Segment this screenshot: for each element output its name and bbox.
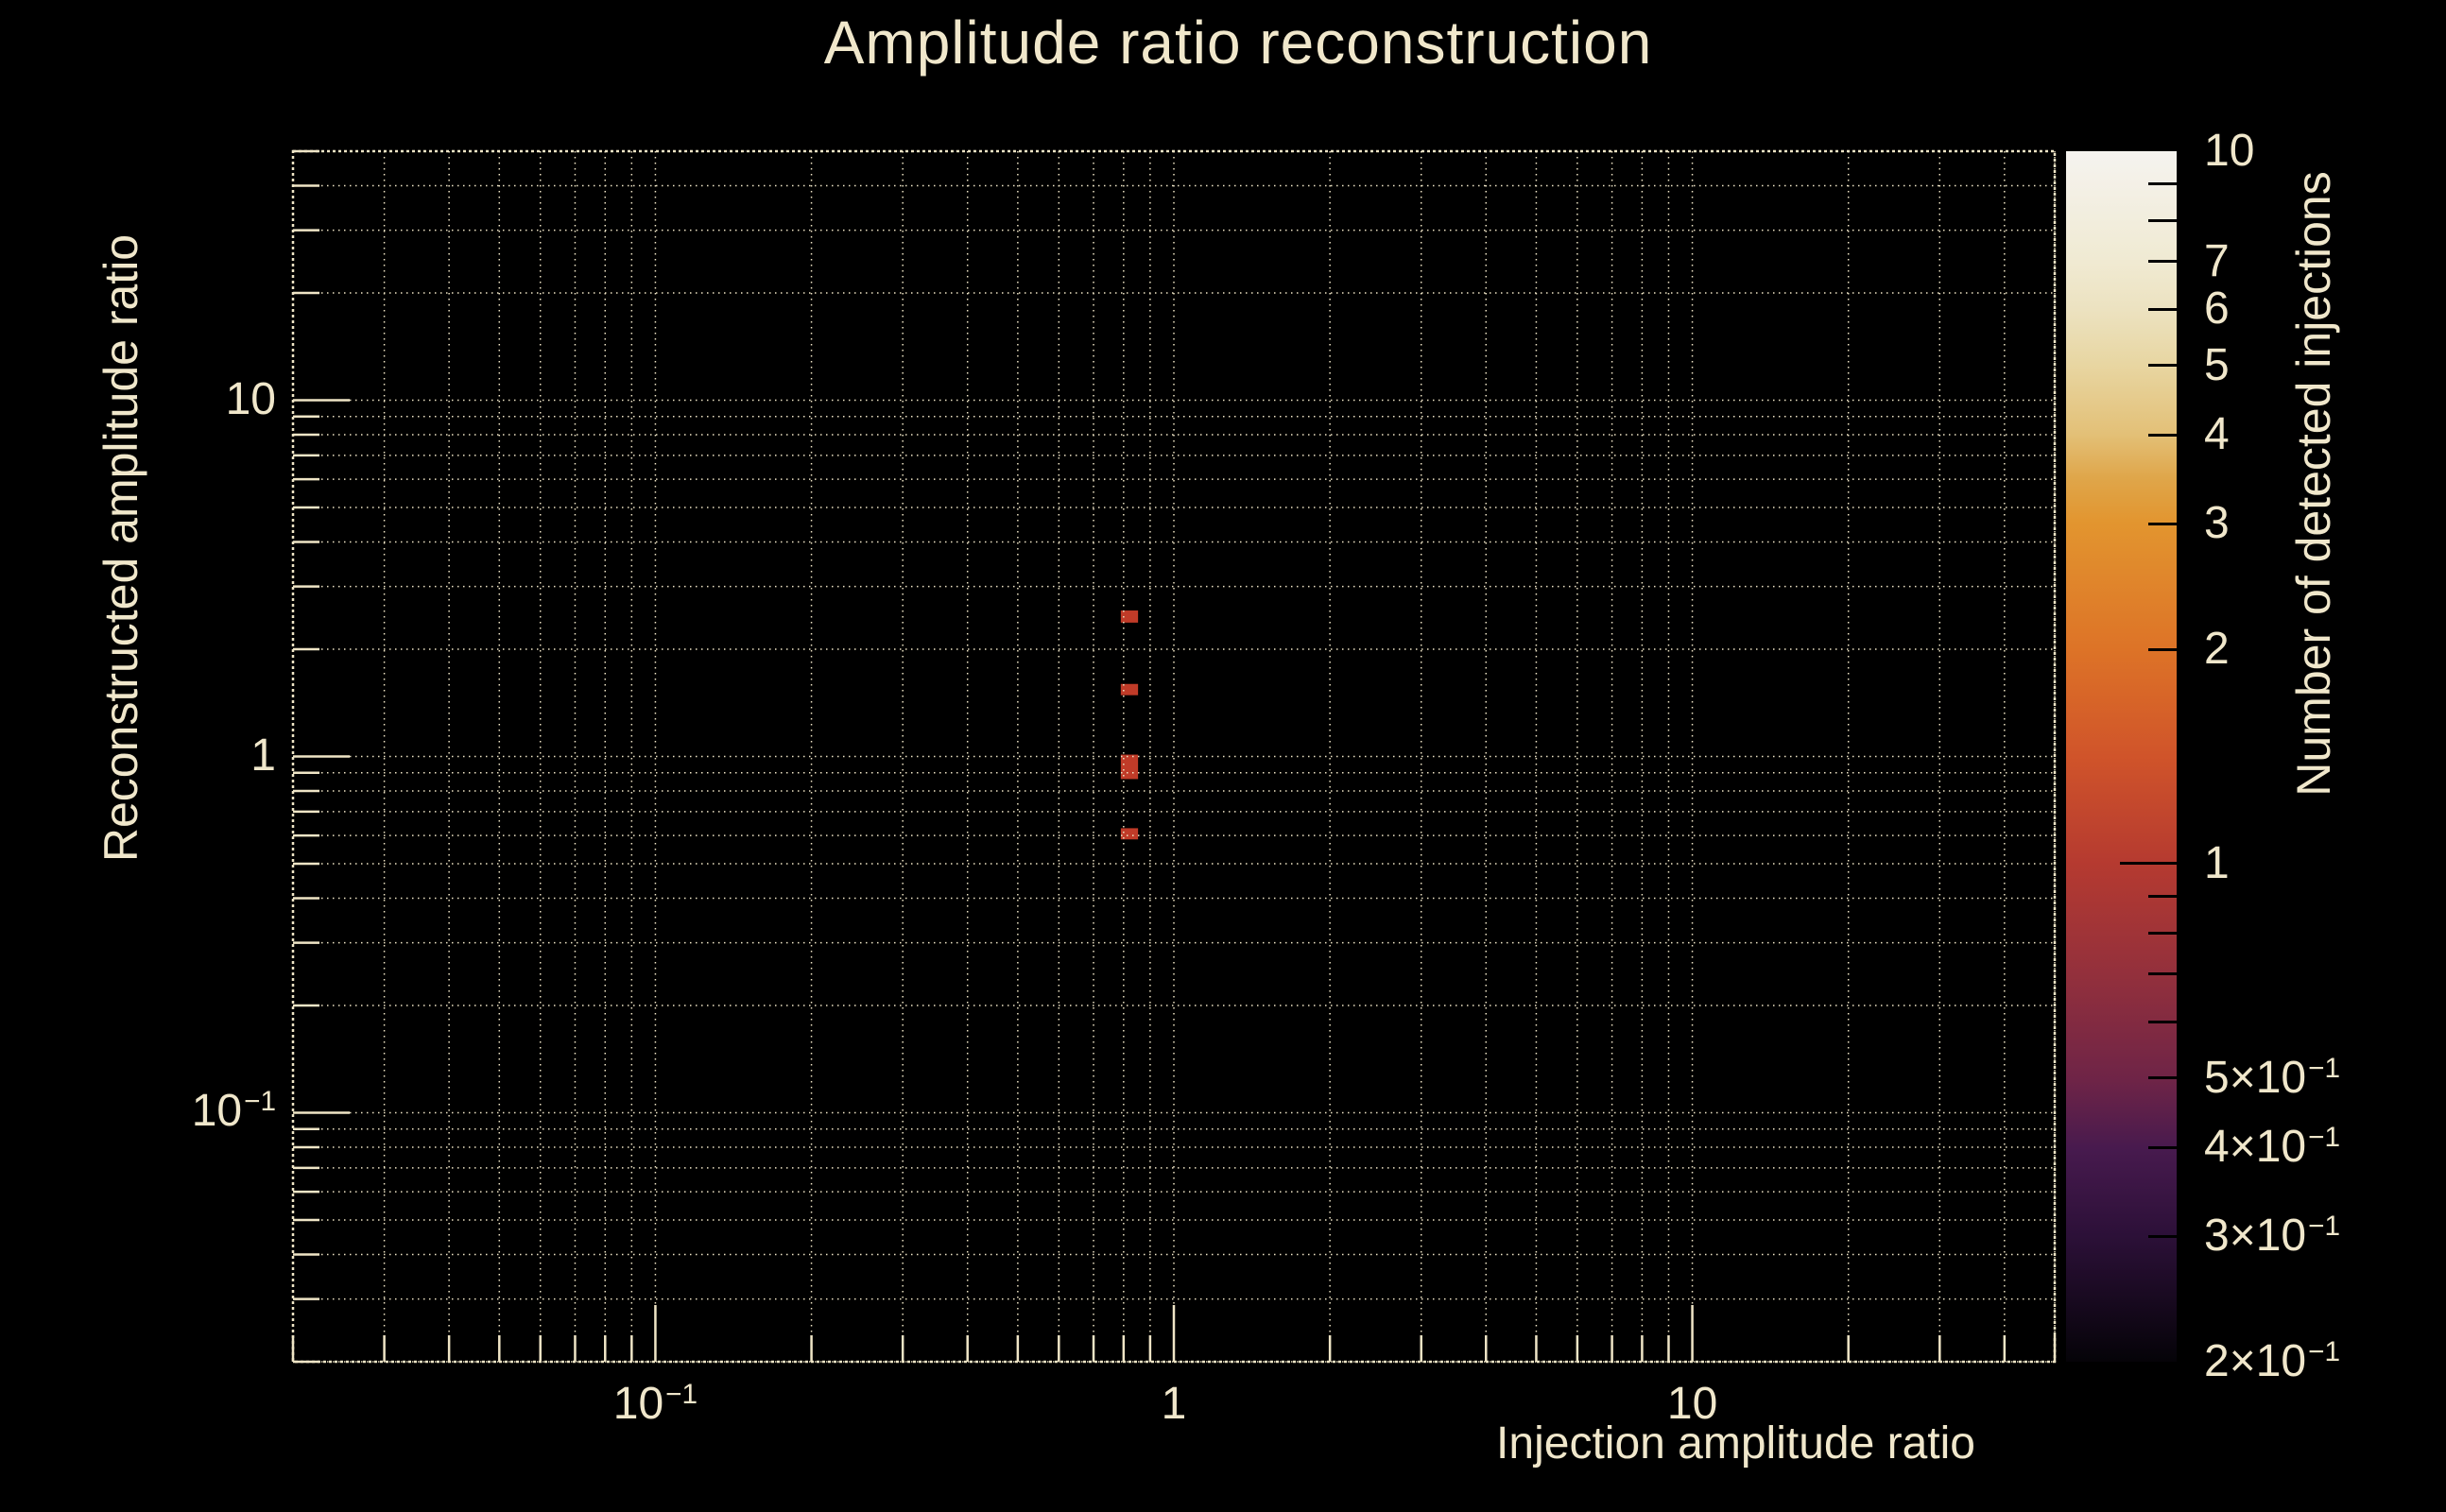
y-tick-label: 1 (250, 730, 276, 781)
colorbar-tick (2148, 1076, 2177, 1080)
x-axis-title: Injection amplitude ratio (1496, 1418, 1975, 1469)
y-tick-label: 10−1 (191, 1086, 276, 1137)
colorbar-tick (2120, 862, 2177, 866)
colorbar-tick (2148, 364, 2177, 368)
colorbar-tick (2148, 260, 2177, 264)
x-tick-label: 1 (1161, 1379, 1187, 1429)
heatmap-cell (1120, 610, 1139, 623)
colorbar-tick-label: 5×10−1 (2204, 1052, 2341, 1103)
colorbar-gradient (2066, 151, 2177, 1362)
colorbar-tick (2148, 218, 2177, 222)
colorbar-tick-label: 5 (2204, 339, 2230, 390)
colorbar-tick-label: 3 (2204, 498, 2230, 549)
colorbar-tick (2148, 1234, 2177, 1238)
colorbar-tick (2148, 522, 2177, 525)
colorbar-tick (2148, 182, 2177, 185)
colorbar-tick-label: 3×10−1 (2204, 1210, 2341, 1262)
chart-title: Amplitude ratio reconstruction (823, 9, 1653, 77)
colorbar-tick (2148, 894, 2177, 898)
colorbar-tick (2148, 307, 2177, 311)
colorbar-tick-label: 6 (2204, 284, 2230, 335)
x-tick-label: 10 (1666, 1379, 1718, 1429)
heatmap-cell (1120, 683, 1139, 696)
colorbar-tick (2148, 433, 2177, 437)
x-tick-label: 10−1 (612, 1378, 698, 1429)
colorbar-tick-label: 4×10−1 (2204, 1121, 2341, 1173)
colorbar-tick-label: 10 (2204, 126, 2255, 176)
colorbar-tick-label: 4 (2204, 409, 2230, 460)
colorbar-tick (2148, 1145, 2177, 1149)
colorbar-tick-label: 2×10−1 (2204, 1335, 2341, 1386)
colorbar-tick (2148, 972, 2177, 976)
colorbar-tick-label: 7 (2204, 235, 2230, 286)
heatmap-cell (1120, 754, 1139, 780)
colorbar-tick (2148, 1020, 2177, 1023)
colorbar-tick-label: 2 (2204, 624, 2230, 674)
y-tick-label: 10 (225, 373, 276, 424)
heatmap-cell (1120, 828, 1139, 840)
colorbar-tick-label: 1 (2204, 837, 2230, 888)
colorbar-tick (2148, 931, 2177, 935)
colorbar-tick (2148, 647, 2177, 651)
